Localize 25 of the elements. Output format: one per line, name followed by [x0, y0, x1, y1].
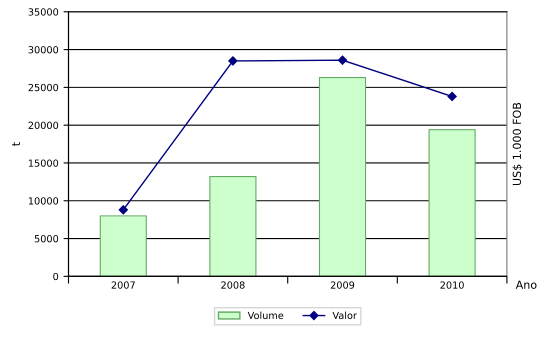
y-axis-title: t [12, 142, 20, 146]
y-tick-label: 15000 [28, 159, 58, 167]
x-axis-title: Ano [516, 280, 536, 289]
y-tick-label: 20000 [28, 122, 58, 130]
x-tick-label: 2010 [440, 281, 464, 289]
y-tick-label: 5000 [34, 235, 58, 242]
y-tick-label: 30000 [28, 46, 58, 54]
bar [428, 129, 476, 276]
y-tick-label: 35000 [28, 8, 58, 16]
x-tick-label: 2008 [221, 281, 245, 289]
y-tick-label: 25000 [28, 84, 58, 92]
x-tick-label: 2009 [330, 281, 354, 289]
point [447, 92, 457, 102]
y-tick-label: 0 [53, 272, 58, 280]
legend-label: Volume [248, 312, 284, 320]
x-tick-label: 2007 [112, 281, 135, 289]
point [338, 56, 348, 65]
bar [318, 77, 366, 276]
legend-label: Valor [332, 312, 357, 320]
point [118, 205, 128, 214]
point [228, 56, 238, 66]
bar [100, 215, 147, 276]
y-tick-label: 10000 [28, 197, 58, 205]
y2-axis-title: US$ 1.000 FOB [512, 102, 523, 186]
bar [209, 176, 256, 276]
